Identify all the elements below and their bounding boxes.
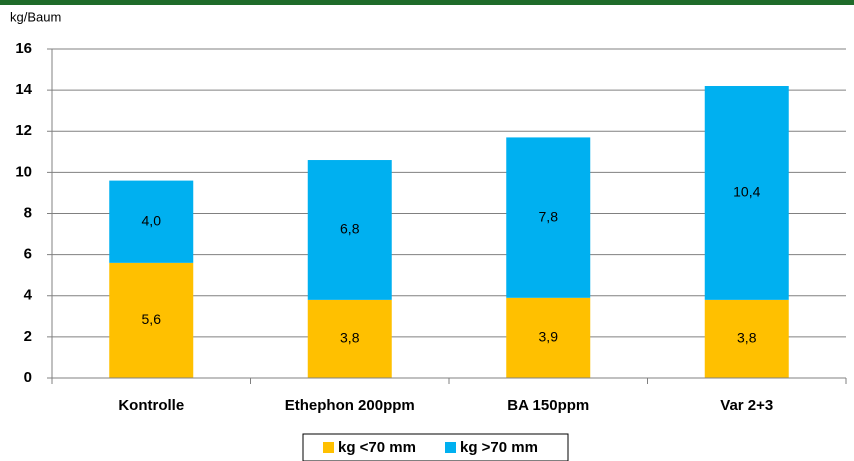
x-tick-label: Ethephon 200ppm <box>285 397 415 414</box>
value-label: 5,6 <box>142 311 162 327</box>
legend-box <box>302 433 569 461</box>
bar-segment <box>307 160 392 300</box>
legend-label: kg <70 mm <box>338 439 416 456</box>
y-tick-label: 14 <box>15 81 32 98</box>
legend-label: kg >70 mm <box>460 439 538 456</box>
y-tick-label: 4 <box>24 287 33 304</box>
bar-segment <box>506 297 591 378</box>
y-tick-label: 6 <box>24 246 32 263</box>
bar-segment <box>109 180 194 263</box>
value-label: 6,8 <box>340 221 360 237</box>
y-tick-label: 0 <box>24 369 32 386</box>
value-label: 3,8 <box>340 330 360 346</box>
value-label: 3,9 <box>539 329 559 345</box>
x-tick-label: Var 2+3 <box>720 397 773 414</box>
y-tick-label: 16 <box>15 40 32 57</box>
x-tick-label: Kontrolle <box>118 397 184 414</box>
y-tick-label: 12 <box>15 122 32 139</box>
y-tick-label: 2 <box>24 328 32 345</box>
bar-segment <box>307 299 392 378</box>
bar-segment <box>704 86 789 300</box>
value-label: 4,0 <box>142 212 162 228</box>
x-tick-label: BA 150ppm <box>507 397 589 414</box>
y-tick-label: 8 <box>24 204 32 221</box>
legend-swatch <box>445 442 456 453</box>
bar-segment <box>109 262 194 378</box>
bar-segment <box>506 137 591 298</box>
y-axis-label: kg/Baum <box>10 9 61 24</box>
value-label: 10,4 <box>733 184 760 200</box>
bar-segment <box>704 299 789 378</box>
top-band <box>0 0 854 5</box>
y-tick-label: 10 <box>15 163 32 180</box>
value-label: 7,8 <box>539 208 559 224</box>
legend-swatch <box>323 442 334 453</box>
value-label: 3,8 <box>737 330 757 346</box>
